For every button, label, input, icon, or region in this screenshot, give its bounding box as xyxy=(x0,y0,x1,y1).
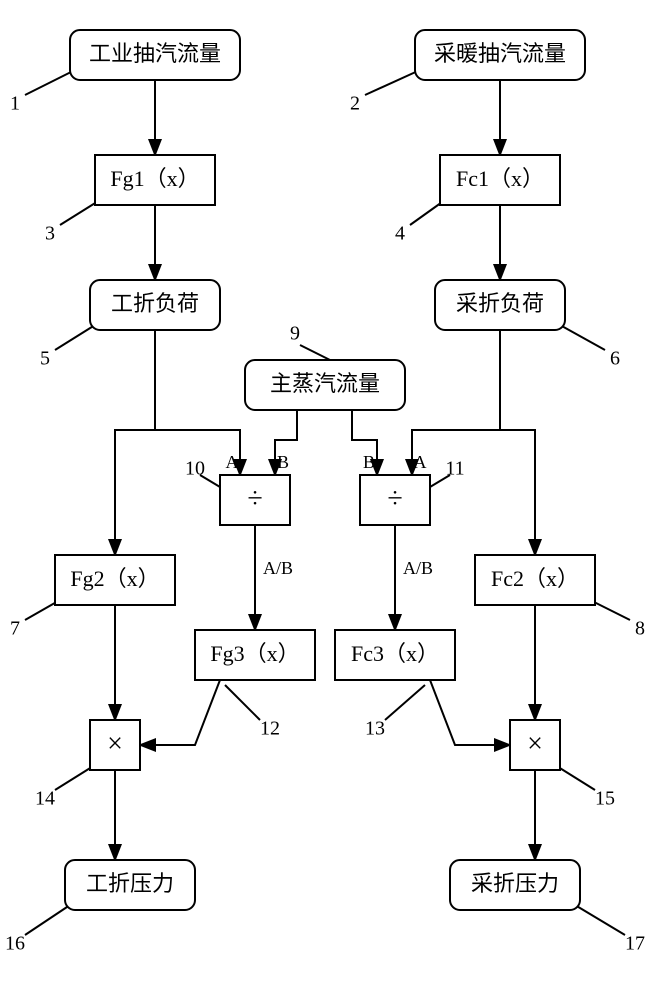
annotation-number-14: 14 xyxy=(35,788,55,810)
node-n10: ÷ xyxy=(220,475,290,525)
annotation-leader-1 xyxy=(25,70,75,95)
node-n9: 主蒸汽流量 xyxy=(245,360,405,410)
node-label-n16: 工折压力 xyxy=(86,871,174,896)
annotation-number-12: 12 xyxy=(260,718,280,740)
inline-label-labAB10: A/B xyxy=(263,558,293,578)
node-n12: Fg3（x） xyxy=(195,630,315,680)
annotation-leader-16 xyxy=(25,905,70,935)
annotation-number-16: 16 xyxy=(5,933,25,955)
annotation-leader-2 xyxy=(365,70,420,95)
node-label-n11: ÷ xyxy=(387,483,402,514)
inline-label-labA10: A xyxy=(226,452,239,472)
node-n7: Fg2（x） xyxy=(55,555,175,605)
annotation-number-8: 8 xyxy=(635,618,645,640)
node-label-n12: Fg3（x） xyxy=(210,641,299,666)
node-n15: × xyxy=(510,720,560,770)
node-label-n15: × xyxy=(527,728,543,759)
node-n5: 工折负荷 xyxy=(90,280,220,330)
node-label-n8: Fc2（x） xyxy=(491,566,579,591)
node-label-n17: 采折压力 xyxy=(471,871,559,896)
inline-label-labB10: B xyxy=(277,452,289,472)
edge-e13 xyxy=(430,680,510,745)
annotation-number-9: 9 xyxy=(290,323,300,345)
node-n13: Fc3（x） xyxy=(335,630,455,680)
node-label-n1: 工业抽汽流量 xyxy=(89,41,221,66)
node-n3: Fg1（x） xyxy=(95,155,215,205)
node-label-n2: 采暖抽汽流量 xyxy=(434,41,566,66)
annotation-leader-6 xyxy=(560,325,605,350)
annotation-number-2: 2 xyxy=(350,93,360,115)
node-label-n5: 工折负荷 xyxy=(111,291,199,316)
node-label-n10: ÷ xyxy=(247,483,262,514)
annotation-number-1: 1 xyxy=(10,93,20,115)
edge-e12 xyxy=(140,680,220,745)
annotation-number-3: 3 xyxy=(45,223,55,245)
node-label-n3: Fg1（x） xyxy=(110,166,199,191)
annotation-number-6: 6 xyxy=(610,348,620,370)
node-label-n4: Fc1（x） xyxy=(456,166,544,191)
annotation-number-10: 10 xyxy=(185,458,205,480)
flowchart-diagram: 工业抽汽流量 采暖抽汽流量 Fg1（x） Fc1（x） 工折负荷 采折负荷主蒸汽流量 ÷ ÷ F… xyxy=(0,0,653,1000)
node-n1: 工业抽汽流量 xyxy=(70,30,240,80)
edge-e6b xyxy=(500,430,535,555)
inline-label-labB11: B xyxy=(363,452,375,472)
node-n16: 工折压力 xyxy=(65,860,195,910)
annotation-number-4: 4 xyxy=(395,223,405,245)
node-label-n9: 主蒸汽流量 xyxy=(270,371,380,396)
node-n6: 采折负荷 xyxy=(435,280,565,330)
inline-label-labAB11: A/B xyxy=(403,558,433,578)
node-n4: Fc1（x） xyxy=(440,155,560,205)
annotation-leader-17 xyxy=(575,905,625,935)
annotation-leader-9 xyxy=(300,345,330,360)
node-n2: 采暖抽汽流量 xyxy=(415,30,585,80)
node-n17: 采折压力 xyxy=(450,860,580,910)
node-n14: × xyxy=(90,720,140,770)
annotation-number-13: 13 xyxy=(365,718,385,740)
annotation-leader-5 xyxy=(55,325,95,350)
annotation-number-17: 17 xyxy=(625,933,645,955)
annotation-leader-13 xyxy=(385,685,425,720)
node-label-n14: × xyxy=(107,728,123,759)
annotation-number-5: 5 xyxy=(40,348,50,370)
node-label-n7: Fg2（x） xyxy=(70,566,159,591)
edge-e5b xyxy=(115,430,155,555)
annotation-leader-12 xyxy=(225,685,260,720)
annotation-number-7: 7 xyxy=(10,618,20,640)
node-label-n6: 采折负荷 xyxy=(456,291,544,316)
node-label-n13: Fc3（x） xyxy=(351,641,439,666)
node-n11: ÷ xyxy=(360,475,430,525)
inline-label-labA11: A xyxy=(414,452,427,472)
annotation-number-11: 11 xyxy=(445,458,464,480)
annotation-number-15: 15 xyxy=(595,788,615,810)
node-n8: Fc2（x） xyxy=(475,555,595,605)
